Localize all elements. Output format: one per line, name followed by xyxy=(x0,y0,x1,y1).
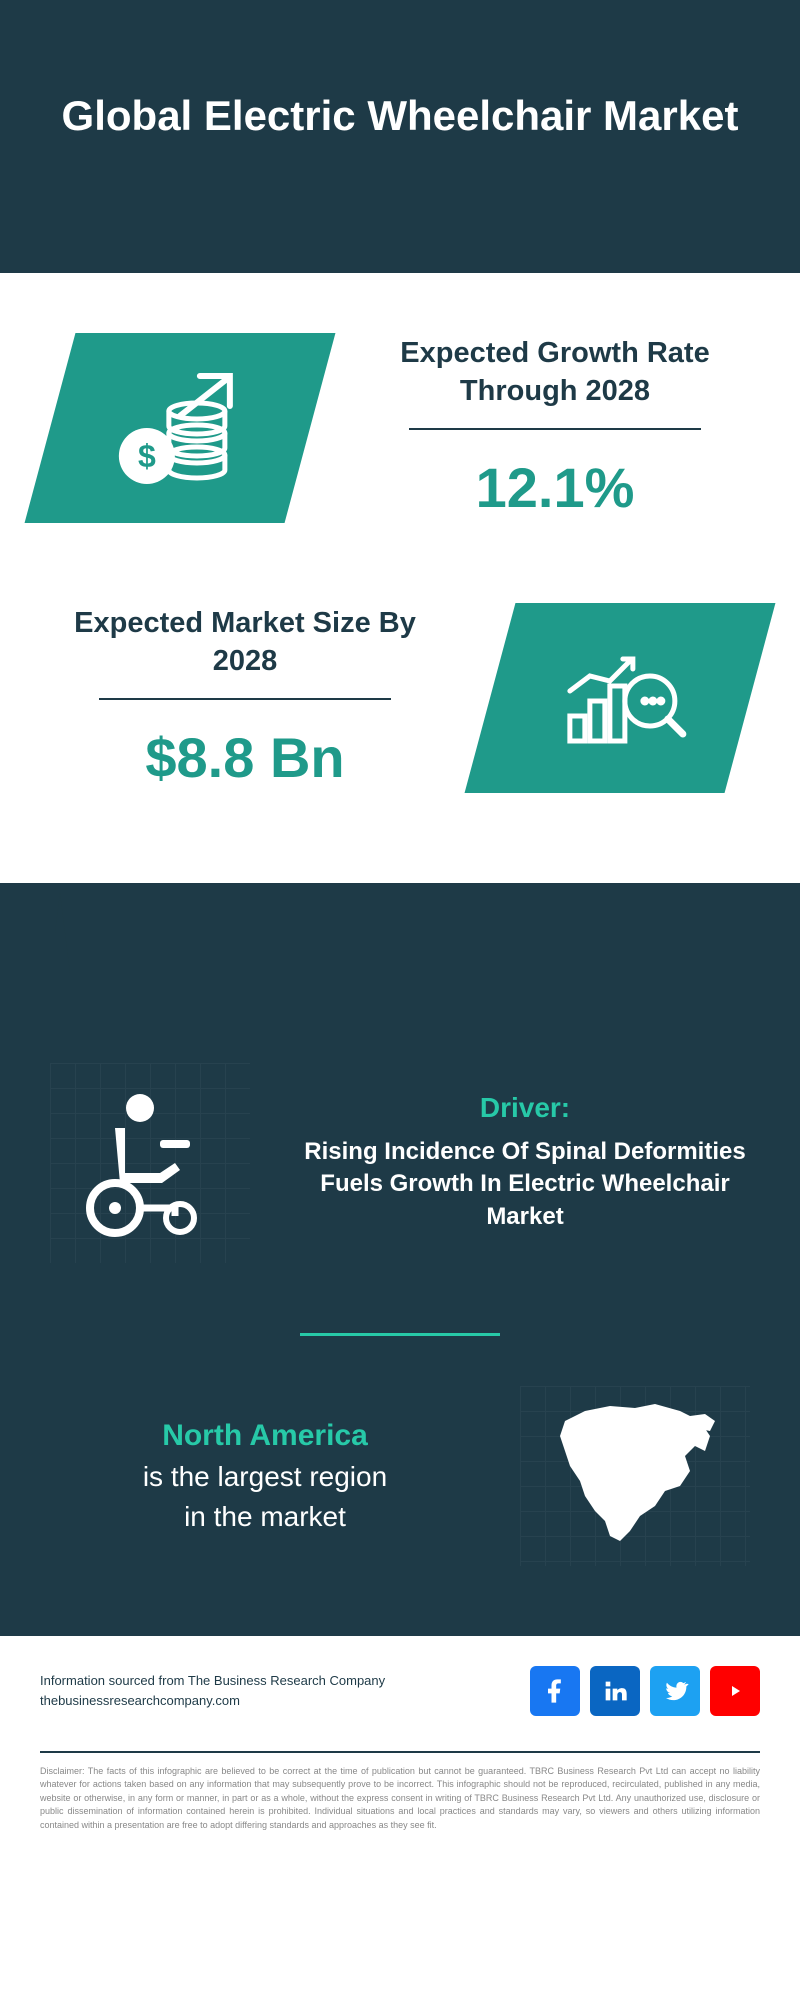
size-icon-panel xyxy=(465,603,776,793)
page-title: Global Electric Wheelchair Market xyxy=(40,90,760,143)
growth-stat-row: $ Expected Growth Rate Through 2028 12.1… xyxy=(50,333,750,523)
region-line3: in the market xyxy=(50,1497,480,1536)
growth-content: Expected Growth Rate Through 2028 12.1% xyxy=(360,335,750,520)
region-text: North America is the largest region in t… xyxy=(50,1415,480,1535)
linkedin-icon xyxy=(601,1677,629,1705)
source-line2: thebusinessresearchcompany.com xyxy=(40,1691,385,1711)
header: Global Electric Wheelchair Market xyxy=(0,0,800,273)
driver-row: Driver: Rising Incidence Of Spinal Defor… xyxy=(50,1063,750,1263)
disclaimer-text: Disclaimer: The facts of this infographi… xyxy=(40,1765,760,1833)
region-divider xyxy=(300,1333,500,1336)
size-label: Expected Market Size By 2028 xyxy=(50,605,440,680)
source-text: Information sourced from The Business Re… xyxy=(40,1671,385,1710)
dark-section: Driver: Rising Incidence Of Spinal Defor… xyxy=(0,1033,800,1636)
footer-top: Information sourced from The Business Re… xyxy=(40,1666,760,1731)
wheelchair-icon-panel xyxy=(50,1063,250,1263)
map-icon-panel xyxy=(520,1386,750,1566)
skyline-divider xyxy=(0,913,800,1033)
footer: Information sourced from The Business Re… xyxy=(0,1636,800,1853)
linkedin-button[interactable] xyxy=(590,1666,640,1716)
source-line1: Information sourced from The Business Re… xyxy=(40,1671,385,1691)
size-value: $8.8 Bn xyxy=(50,725,440,790)
region-row: North America is the largest region in t… xyxy=(50,1386,750,1566)
divider xyxy=(409,428,702,430)
svg-text:$: $ xyxy=(138,437,156,473)
size-stat-row: Expected Market Size By 2028 $8.8 Bn xyxy=(50,603,750,793)
driver-description: Rising Incidence Of Spinal Deformities F… xyxy=(300,1136,750,1233)
money-growth-icon: $ xyxy=(105,360,255,490)
growth-value: 12.1% xyxy=(360,455,750,520)
driver-label: Driver: xyxy=(300,1092,750,1124)
social-icons xyxy=(530,1666,760,1716)
size-content: Expected Market Size By 2028 $8.8 Bn xyxy=(50,605,440,790)
analytics-icon xyxy=(545,630,695,760)
region-highlight: North America xyxy=(50,1415,480,1457)
twitter-button[interactable] xyxy=(650,1666,700,1716)
footer-divider xyxy=(40,1751,760,1753)
facebook-button[interactable] xyxy=(530,1666,580,1716)
youtube-icon xyxy=(720,1680,750,1702)
divider xyxy=(99,698,392,700)
stats-section: $ Expected Growth Rate Through 2028 12.1… xyxy=(0,273,800,913)
facebook-icon xyxy=(541,1677,569,1705)
twitter-icon xyxy=(661,1677,689,1705)
youtube-button[interactable] xyxy=(710,1666,760,1716)
wheelchair-icon xyxy=(65,1078,235,1248)
north-america-map-icon xyxy=(535,1396,735,1556)
driver-text: Driver: Rising Incidence Of Spinal Defor… xyxy=(300,1092,750,1233)
growth-icon-panel: $ xyxy=(25,333,336,523)
growth-label: Expected Growth Rate Through 2028 xyxy=(360,335,750,410)
region-line2: is the largest region xyxy=(50,1457,480,1496)
